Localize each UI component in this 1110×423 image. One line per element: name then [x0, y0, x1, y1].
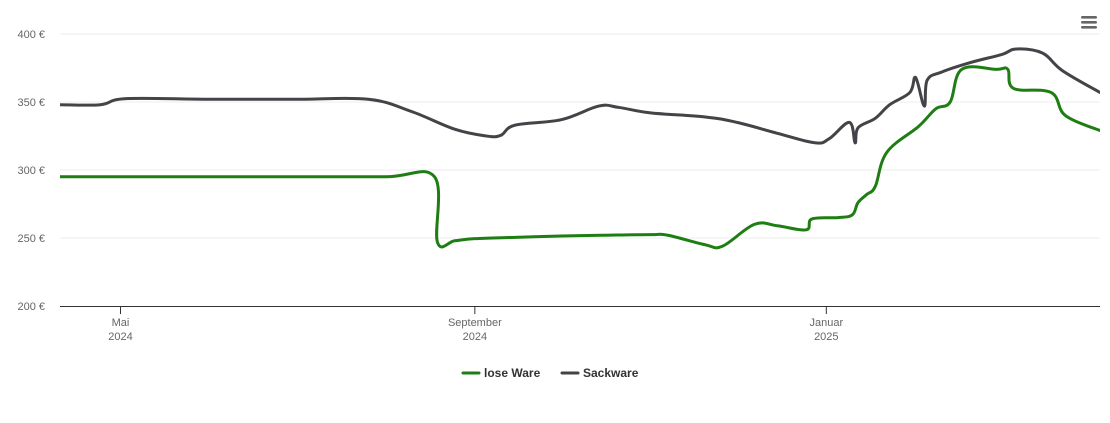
y-tick-label: 300 €	[17, 165, 45, 177]
legend-label: lose Ware	[484, 366, 541, 380]
y-tick-label: 200 €	[17, 301, 45, 313]
legend-item-lose-ware[interactable]: lose Ware	[461, 366, 541, 380]
series-line-lose-ware[interactable]	[60, 65, 1100, 250]
legend-item-sackware[interactable]: Sackware	[560, 366, 639, 380]
legend-label: Sackware	[583, 366, 639, 380]
x-tick-label: Januar	[809, 317, 843, 329]
series-line-sackware[interactable]	[60, 47, 1100, 145]
x-tick-year-label: 2025	[814, 331, 838, 343]
y-tick-label: 350 €	[17, 97, 45, 109]
y-tick-label: 400 €	[17, 29, 45, 41]
y-tick-label: 250 €	[17, 233, 45, 245]
grid-lines	[60, 33, 1100, 239]
hamburger-icon	[1081, 16, 1097, 29]
series-lines	[60, 47, 1100, 250]
chart-menu-button[interactable]	[1079, 12, 1099, 32]
y-axis: 200 € 250 € 300 € 350 € 400 €	[17, 29, 45, 313]
x-tick-label: Mai	[112, 317, 130, 329]
x-axis: Mai 2024 September 2024 Januar 2025	[60, 306, 1100, 343]
x-tick-year-label: 2024	[463, 331, 487, 343]
x-tick-year-label: 2024	[108, 331, 132, 343]
x-tick-label: September	[448, 317, 502, 329]
legend[interactable]: lose Ware Sackware	[461, 366, 639, 380]
